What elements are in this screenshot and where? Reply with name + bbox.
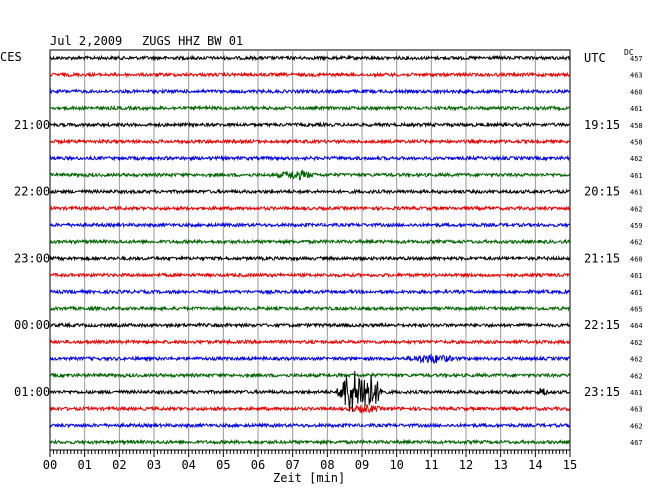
traces-layer xyxy=(49,54,571,446)
right-time-label: 22:15 xyxy=(584,318,620,332)
trace-20 xyxy=(49,370,570,412)
dc-offset-14: 461 xyxy=(630,289,643,297)
trace-11 xyxy=(49,238,571,246)
trace-1 xyxy=(49,71,570,79)
trace-4 xyxy=(49,121,570,129)
trace-22 xyxy=(49,421,571,429)
dc-offset-5: 458 xyxy=(630,139,643,147)
right-time-label: 21:15 xyxy=(584,251,620,265)
trace-9 xyxy=(49,204,571,212)
trace-13 xyxy=(49,271,570,279)
trace-19 xyxy=(49,371,571,379)
x-axis-label: Zeit [min] xyxy=(273,471,345,485)
dc-offset-0: 457 xyxy=(630,55,643,63)
left-time-label: 23:00 xyxy=(14,251,50,265)
dc-offset-16: 464 xyxy=(630,322,643,330)
trace-5 xyxy=(50,138,570,145)
right-time-label: UTC xyxy=(584,51,606,65)
dc-offset-23: 467 xyxy=(630,439,643,447)
trace-21 xyxy=(49,404,571,414)
dc-offset-9: 462 xyxy=(630,205,643,213)
dc-offset-20: 461 xyxy=(630,389,643,397)
x-tick-label: 09 xyxy=(355,458,369,472)
x-tick-label: 06 xyxy=(251,458,265,472)
trace-8 xyxy=(49,188,570,195)
trace-23 xyxy=(49,438,570,446)
x-tick-label: 02 xyxy=(112,458,126,472)
dc-offset-15: 465 xyxy=(630,306,643,314)
trace-15 xyxy=(49,305,570,313)
right-time-label: 19:15 xyxy=(584,118,620,132)
dc-offset-7: 461 xyxy=(630,172,643,180)
dc-offset-17: 462 xyxy=(630,339,643,347)
station-label: ZUGS HHZ BW 01 xyxy=(142,34,243,48)
left-time-label: 22:00 xyxy=(14,185,50,199)
dc-offset-19: 462 xyxy=(630,372,643,380)
trace-12 xyxy=(49,254,571,262)
x-axis: 00 01 02 03 04 05 06 07 08 09 10 11 12 13 14 15 xyxy=(43,449,577,472)
x-tick-label: 00 xyxy=(43,458,57,472)
dc-offset-12: 460 xyxy=(630,255,643,263)
left-time-label: 01:00 xyxy=(14,385,50,399)
dc-offset-6: 462 xyxy=(630,155,643,163)
dc-offset-1: 463 xyxy=(630,72,643,80)
dc-offset-13: 461 xyxy=(630,272,643,280)
labels-layer: Jul 2,2009 ZUGS HHZ BW 01 CES DC Zeit [m… xyxy=(0,34,643,485)
x-tick-label: 04 xyxy=(181,458,195,472)
x-tick-label: 01 xyxy=(77,458,91,472)
left-time-label: 21:00 xyxy=(14,118,50,132)
x-tick-label: 07 xyxy=(285,458,299,472)
trace-7 xyxy=(49,169,571,181)
trace-2 xyxy=(49,87,571,95)
x-tick-label: 15 xyxy=(563,458,577,472)
x-tick-label: 13 xyxy=(493,458,507,472)
left-timezone-label: CES xyxy=(0,50,22,64)
x-tick-label: 08 xyxy=(320,458,334,472)
right-time-label: 20:15 xyxy=(584,185,620,199)
dc-offset-21: 463 xyxy=(630,406,643,414)
trace-16 xyxy=(49,321,570,329)
dc-offset-8: 461 xyxy=(630,189,643,197)
trace-0 xyxy=(49,54,571,62)
x-tick-label: 05 xyxy=(216,458,230,472)
trace-10 xyxy=(49,221,570,229)
trace-6 xyxy=(49,154,570,162)
date-label: Jul 2,2009 xyxy=(50,34,122,48)
dc-offset-11: 462 xyxy=(630,239,643,247)
x-tick-label: 14 xyxy=(528,458,542,472)
trace-3 xyxy=(49,104,571,112)
left-time-label: 00:00 xyxy=(14,318,50,332)
trace-17 xyxy=(49,338,571,346)
trace-14 xyxy=(49,288,570,296)
dc-offset-10: 459 xyxy=(630,222,643,230)
dc-offset-2: 460 xyxy=(630,88,643,96)
x-tick-label: 10 xyxy=(389,458,403,472)
dc-offset-3: 461 xyxy=(630,105,643,113)
x-tick-label: 12 xyxy=(459,458,473,472)
right-time-label: 23:15 xyxy=(584,385,620,399)
x-tick-label: 11 xyxy=(424,458,438,472)
trace-18 xyxy=(49,353,570,364)
x-tick-label: 03 xyxy=(147,458,161,472)
dc-offset-22: 462 xyxy=(630,422,643,430)
dc-offset-18: 462 xyxy=(630,356,643,364)
dc-offset-4: 458 xyxy=(630,122,643,130)
dc-label: DC xyxy=(624,48,634,57)
